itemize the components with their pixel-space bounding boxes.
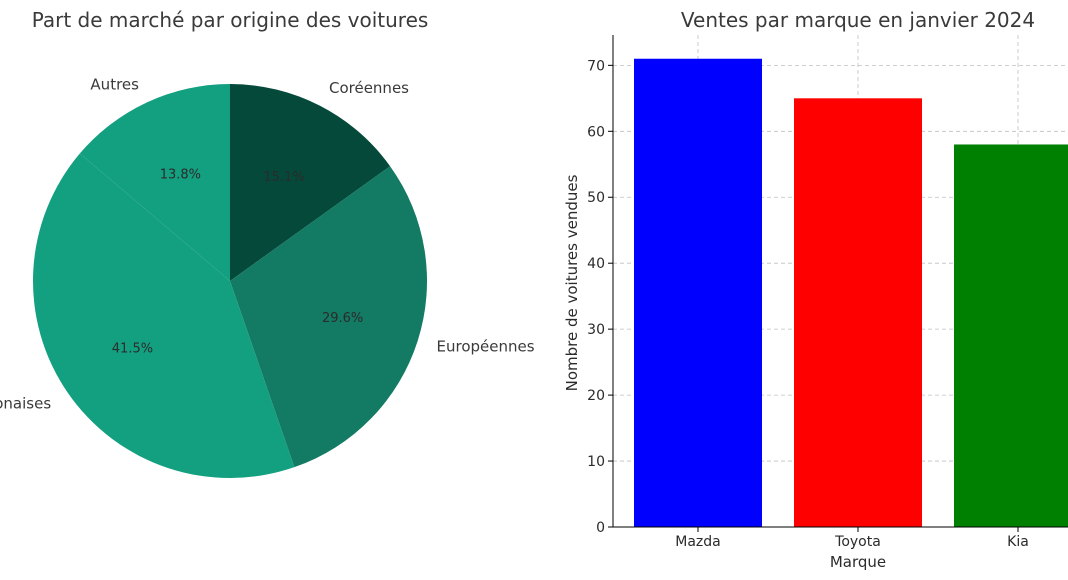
pie-category-label: Européennes <box>437 338 535 356</box>
pie-chart-title: Part de marché par origine des voitures <box>32 8 429 32</box>
bar-y-tick-label: 0 <box>596 520 605 536</box>
bar-y-tick-label: 60 <box>587 124 605 140</box>
bar-y-tick-label: 40 <box>587 256 605 272</box>
pie-category-label: Japonaises <box>0 394 51 412</box>
pie-chart: Part de marché par origine des voitures … <box>0 8 535 478</box>
bar-x-tick-label: Toyota <box>834 534 881 550</box>
bar-kia <box>954 144 1068 527</box>
pie-category-label: Coréennes <box>329 79 409 97</box>
pie-slice-autres <box>79 84 230 281</box>
bar-y-tick-label: 70 <box>587 58 605 74</box>
pie-category-label: Autres <box>90 75 139 93</box>
pie-slice-coreennes <box>230 84 391 281</box>
bar-x-axis-label: Marque <box>830 553 886 571</box>
bar-y-tick-label: 30 <box>587 322 605 338</box>
pie-slice-japonaises <box>32 153 295 478</box>
bar-y-tick-label: 50 <box>587 190 605 206</box>
bar-chart-title: Ventes par marque en janvier 2024 <box>681 8 1035 32</box>
bar-mazda <box>634 58 762 528</box>
bar-y-axis-label: Nombre de voitures vendues <box>563 174 581 391</box>
bar-y-tick-label: 20 <box>587 388 605 404</box>
bar-x-tick-label: Kia <box>1007 534 1029 550</box>
pie-slice-europeennes <box>230 166 428 468</box>
bar-x-tick-label: Mazda <box>675 534 720 550</box>
pie-percent-label: 13.8% <box>160 168 201 183</box>
bar-toyota <box>794 98 922 528</box>
pie-percent-label: 29.6% <box>322 311 363 326</box>
pie-percent-label: 15.1% <box>263 170 304 185</box>
bar-chart: Ventes par marque en janvier 2024 0 10 20 3… <box>563 8 1068 571</box>
pie-percent-label: 41.5% <box>112 342 153 357</box>
bar-y-tick-label: 10 <box>587 454 605 470</box>
